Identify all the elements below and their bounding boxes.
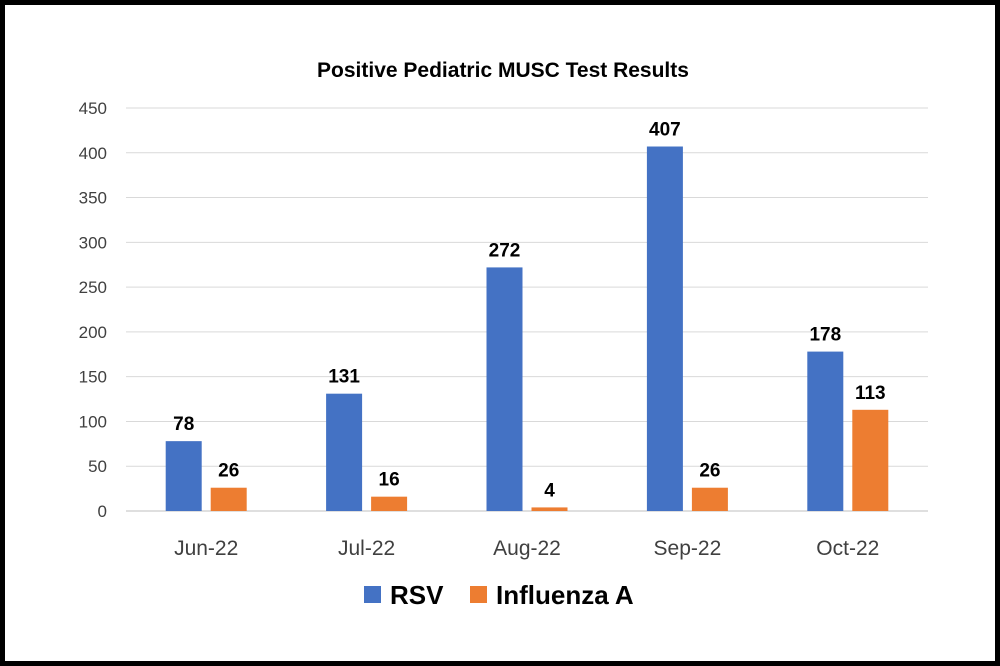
y-tick-label: 100 bbox=[79, 412, 107, 431]
y-tick-label: 450 bbox=[79, 99, 107, 118]
x-tick-label: Aug-22 bbox=[493, 537, 561, 560]
chart-title: Positive Pediatric MUSC Test Results bbox=[317, 59, 689, 82]
data-label: 26 bbox=[218, 461, 239, 482]
y-axis-ticks: 0 50 100 150 200 250 300 350 400 450 bbox=[79, 99, 107, 521]
y-tick-label: 300 bbox=[79, 233, 107, 252]
data-label: 178 bbox=[809, 325, 841, 346]
y-tick-label: 250 bbox=[79, 278, 107, 297]
bar-influenza-a-jun-22 bbox=[210, 487, 247, 511]
data-label: 407 bbox=[649, 120, 681, 141]
data-label: 78 bbox=[173, 414, 194, 435]
y-tick-label: 350 bbox=[79, 189, 107, 208]
data-label: 16 bbox=[379, 470, 400, 491]
y-tick-label: 200 bbox=[79, 323, 107, 342]
bar-rsv-sep-22 bbox=[646, 146, 683, 511]
data-label: 26 bbox=[699, 461, 720, 482]
x-tick-label: Sep-22 bbox=[654, 537, 722, 560]
legend-swatch-influenza-a bbox=[470, 586, 487, 603]
y-tick-label: 150 bbox=[79, 368, 107, 387]
bars bbox=[165, 146, 889, 511]
data-label: 4 bbox=[544, 480, 555, 501]
y-tick-label: 400 bbox=[79, 144, 107, 163]
y-tick-label: 0 bbox=[98, 502, 107, 521]
y-tick-label: 50 bbox=[88, 457, 107, 476]
gridlines bbox=[126, 107, 928, 512]
bar-rsv-jul-22 bbox=[326, 393, 363, 511]
legend-label: RSV bbox=[390, 580, 444, 610]
legend-label: Influenza A bbox=[496, 580, 634, 610]
bar-influenza-a-jul-22 bbox=[371, 496, 408, 511]
bar-influenza-a-aug-22 bbox=[531, 507, 568, 511]
x-tick-label: Jul-22 bbox=[338, 537, 395, 560]
bar-rsv-jun-22 bbox=[165, 441, 202, 511]
data-labels: 78 26 131 16 272 4 407 26 178 113 bbox=[173, 120, 885, 502]
data-label: 272 bbox=[489, 240, 521, 261]
x-tick-label: Jun-22 bbox=[174, 537, 238, 560]
legend-swatch-rsv bbox=[364, 586, 381, 603]
data-label: 113 bbox=[855, 383, 886, 404]
bar-influenza-a-oct-22 bbox=[852, 409, 889, 511]
data-label: 131 bbox=[328, 367, 360, 388]
x-tick-label: Oct-22 bbox=[816, 537, 879, 560]
bar-influenza-a-sep-22 bbox=[691, 487, 728, 511]
bar-rsv-aug-22 bbox=[486, 267, 523, 511]
bar-rsv-oct-22 bbox=[807, 351, 844, 511]
x-axis-ticks: Jun-22 Jul-22 Aug-22 Sep-22 Oct-22 bbox=[174, 537, 879, 560]
legend: RSV Influenza A bbox=[364, 580, 634, 610]
